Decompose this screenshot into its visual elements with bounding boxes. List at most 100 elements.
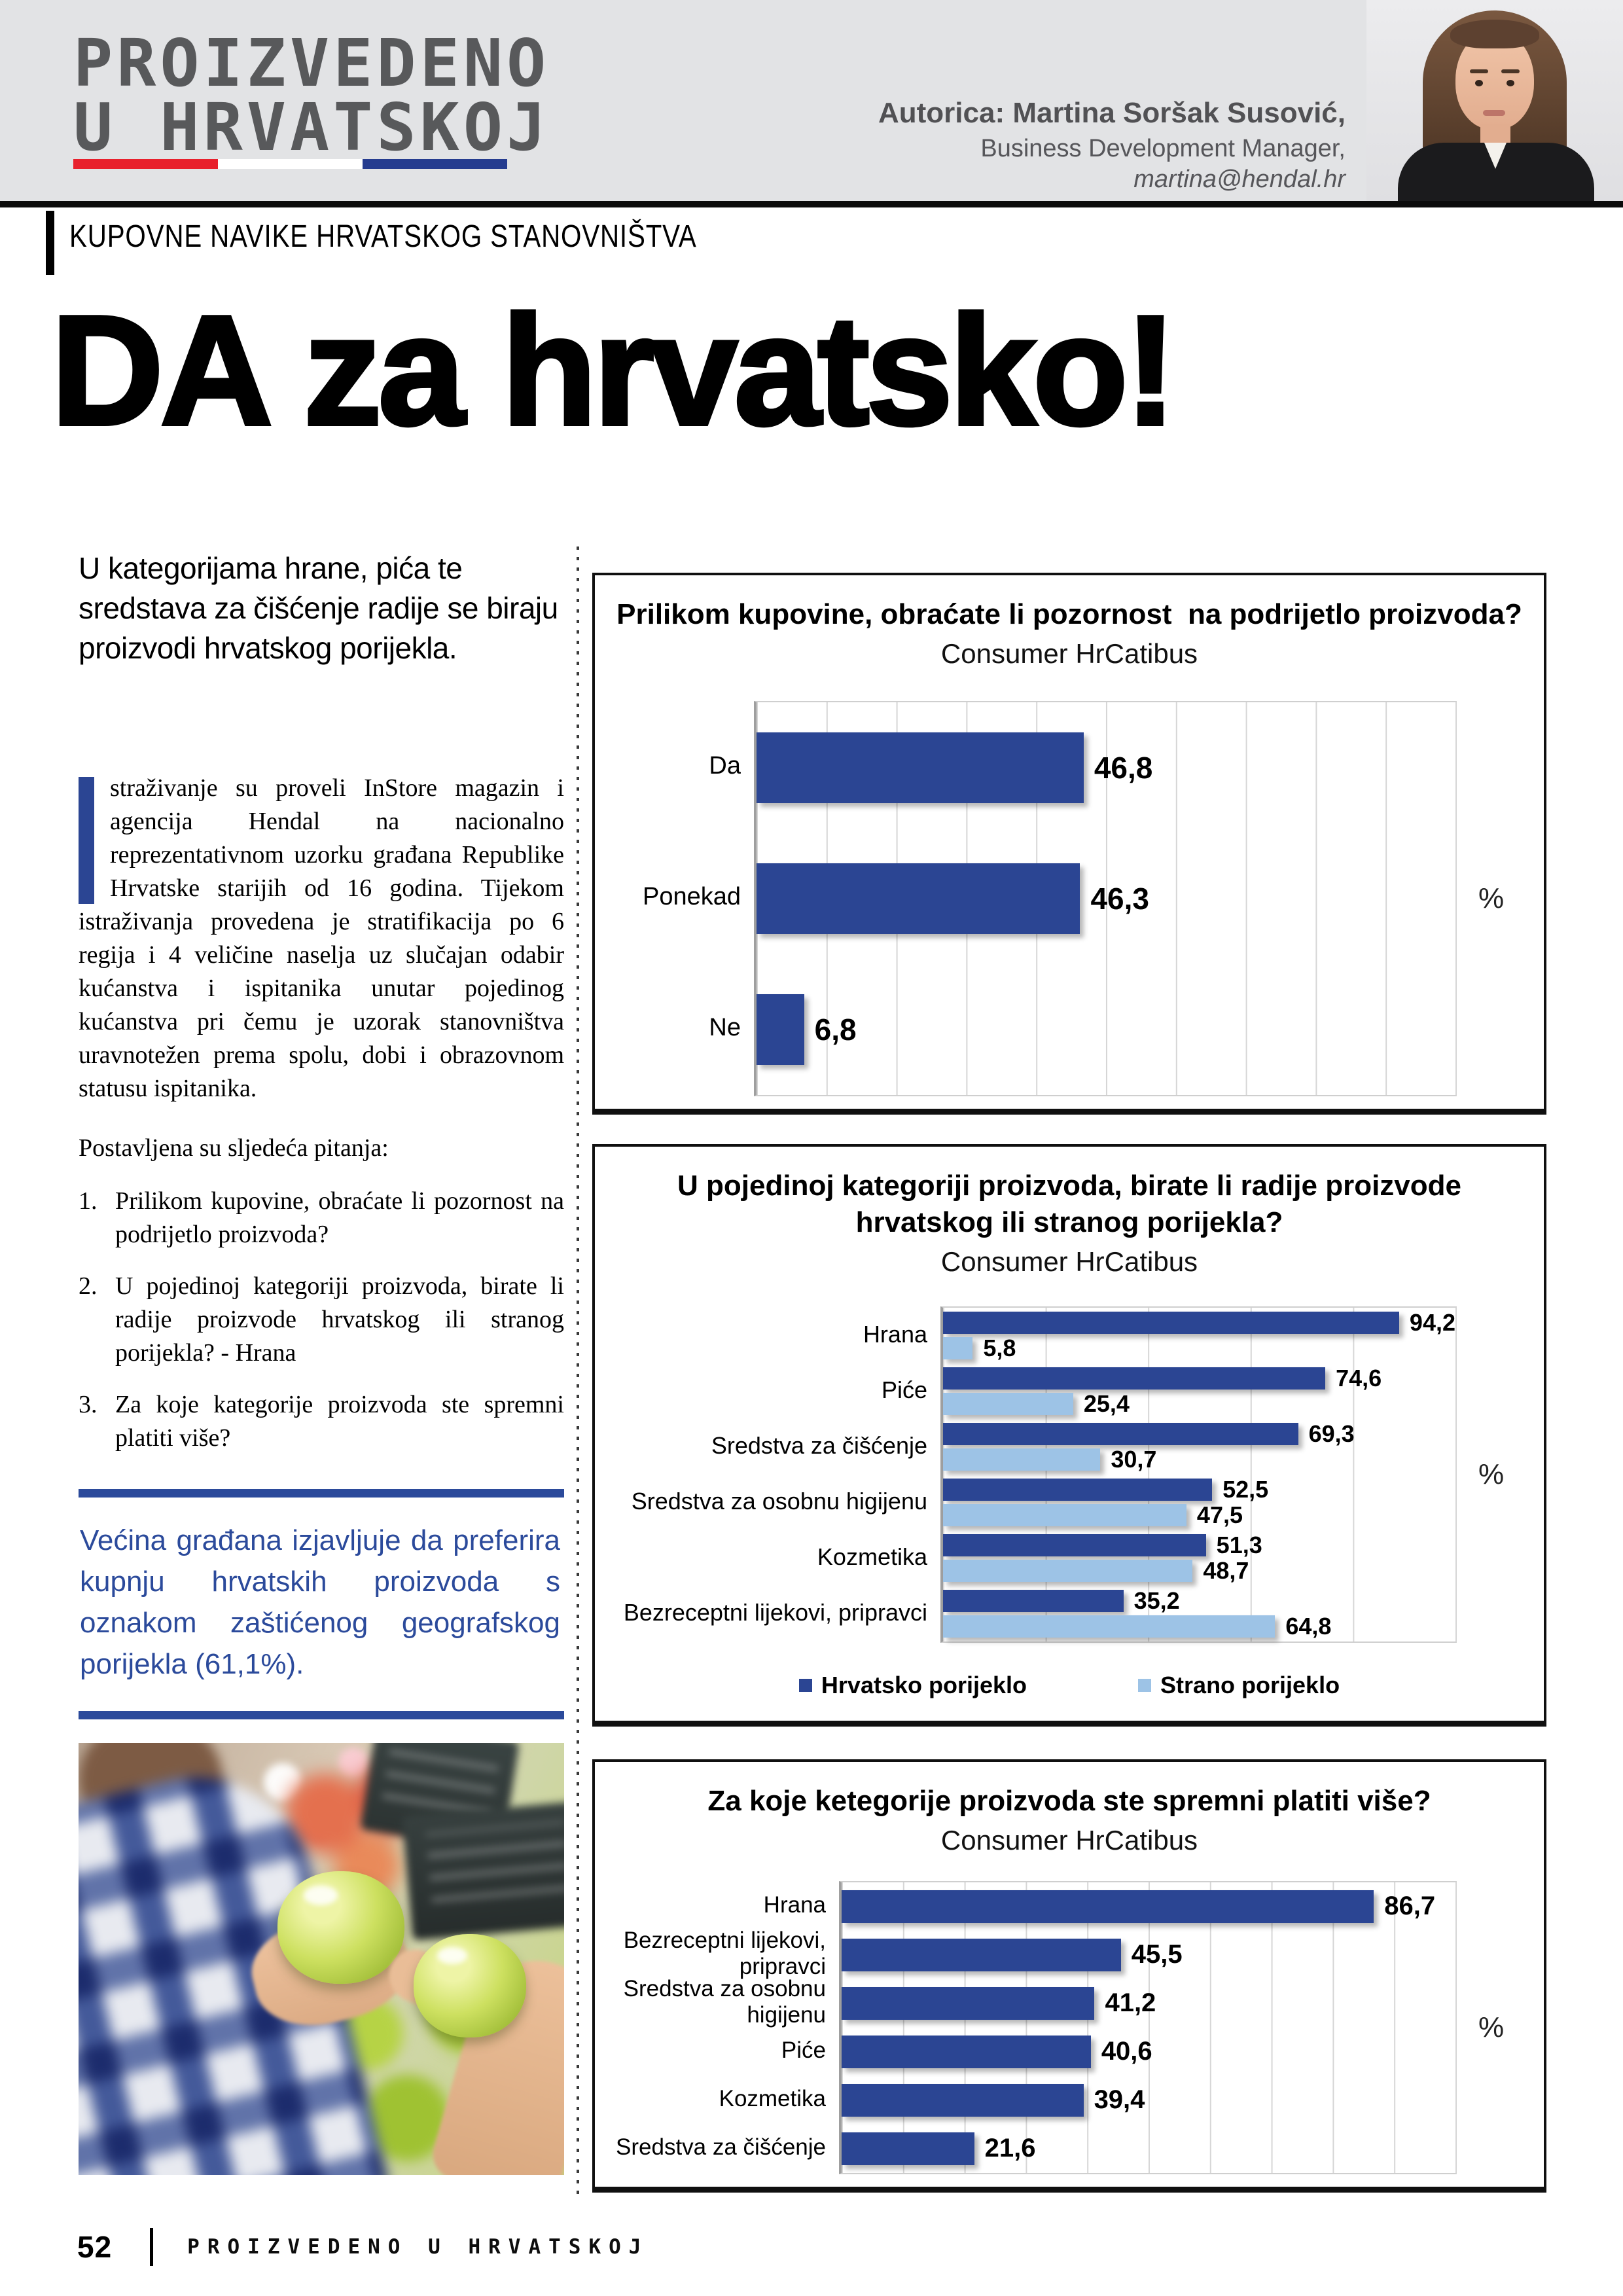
- chart-row: 46,8: [757, 702, 1455, 833]
- bar-value-label: 86,7: [1384, 1892, 1436, 1921]
- bar: [842, 2132, 974, 2165]
- logo-line-1: PROIZVEDENO: [73, 25, 550, 101]
- chart-plot: Hrana Piće Sredstva za čišćenje Sredstva za…: [613, 1306, 1525, 1643]
- author-photo-eye: [1507, 80, 1514, 86]
- bar-value-label: 48,7: [1203, 1556, 1249, 1584]
- chart-row: 74,6 25,4: [943, 1363, 1455, 1419]
- bar-value-label: 46,3: [1090, 881, 1149, 916]
- magazine-logo: PROIZVEDENO U HRVATSKOJ: [73, 31, 550, 160]
- legend-swatch-strano: [1138, 1678, 1152, 1692]
- question-item: 3. Za koje kategorije proizvoda ste spre…: [79, 1388, 564, 1455]
- photo-apple-shine: [437, 1947, 467, 1964]
- chart-category-preference: U pojedinoj kategoriji proizvoda, birate…: [592, 1144, 1546, 1727]
- bar: [943, 1448, 1101, 1471]
- bar-value-label: 51,3: [1216, 1531, 1262, 1558]
- chart-row: 41,2: [842, 1979, 1455, 2028]
- bar: [943, 1559, 1193, 1582]
- bar-value-label: 5,8: [983, 1334, 1016, 1361]
- photo-green-apple: [414, 1934, 526, 2037]
- bar-value-label: 21,6: [984, 2134, 1036, 2163]
- chart-origin-attention: Prilikom kupovine, obraćate li pozornost…: [592, 573, 1546, 1115]
- bar-value-label: 45,5: [1131, 1940, 1183, 1969]
- page-footer: 52 PROIZVEDENO U HRVATSKOJ: [77, 2228, 649, 2266]
- chart-category-label: Bezreceptni lijekovi, pripravci: [623, 1927, 826, 1979]
- chart-row: 21,6: [842, 2125, 1455, 2173]
- author-email: martina@hendal.hr: [1133, 166, 1346, 193]
- author-photo-mouth: [1483, 110, 1505, 116]
- chart-row: 39,4: [842, 2076, 1455, 2125]
- question-number: 1.: [79, 1187, 98, 1215]
- legend-swatch-hrvatsko: [798, 1678, 812, 1692]
- bar: [943, 1589, 1124, 1612]
- chart-category-label: Ne: [709, 1014, 741, 1042]
- left-column: U kategorijama hrane, pića te sredstava …: [79, 548, 564, 2175]
- chart-category-label: Kozmetika: [719, 2085, 826, 2111]
- author-photo-eye: [1475, 80, 1483, 86]
- photo-apple-shine: [304, 1886, 338, 1905]
- bar-value-label: 39,4: [1094, 2085, 1145, 2115]
- bar: [943, 1534, 1206, 1556]
- chart-category-label: Bezreceptni lijekovi, pripravci: [623, 1598, 927, 1626]
- chart-row: 35,2 64,8: [943, 1586, 1455, 1641]
- bar-value-label: 35,2: [1133, 1587, 1180, 1614]
- chart-subtitle: Consumer HrCatibus: [940, 637, 1198, 669]
- question-number: 3.: [79, 1391, 98, 1418]
- bar: [943, 1422, 1298, 1445]
- photo-chalkboard: [402, 1801, 564, 1941]
- chart-category-axis: Da Ponekad Ne: [613, 701, 754, 1096]
- chart-title: U pojedinoj kategoriji proizvoda, birate…: [677, 1170, 1470, 1238]
- bar: [842, 2035, 1091, 2068]
- headline: DA za hrvatsko!: [49, 284, 1179, 457]
- bar: [943, 1336, 973, 1359]
- page-number: 52: [77, 2230, 113, 2264]
- chart-row: 46,3: [757, 833, 1455, 964]
- chart-plot: Da Ponekad Ne 46,8 46,3 6,8 %: [613, 700, 1525, 1096]
- bar-value-label: 69,3: [1308, 1420, 1355, 1447]
- author-name: Autorica: Martina Soršak Susović,: [878, 97, 1346, 129]
- article-body: straživanje su proveli InStore magazin i…: [79, 772, 564, 1105]
- article-body-text: straživanje su proveli InStore magazin i…: [79, 774, 564, 1102]
- bar: [842, 1986, 1095, 2020]
- question-text: U pojedinoj kategoriji proizvoda, birate…: [115, 1272, 564, 1367]
- bar-value-label: 46,8: [1094, 750, 1153, 785]
- bar: [757, 994, 804, 1065]
- chart-category-label: Piće: [881, 1376, 927, 1403]
- chart-title: Za koje ketegorije proizvoda ste spremni…: [707, 1785, 1431, 1817]
- chart-unit-label: %: [1478, 1458, 1505, 1490]
- chart-category-label: Da: [709, 752, 741, 780]
- chart-category-label: Sredstva za čišćenje: [616, 2134, 826, 2160]
- question-number: 2.: [79, 1272, 98, 1300]
- bar-value-label: 47,5: [1196, 1501, 1243, 1528]
- author-photo-fringe: [1450, 20, 1539, 48]
- chart-pay-more: Za koje ketegorije proizvoda ste spremni…: [592, 1759, 1546, 2193]
- pull-quote: Većina građana izjavljuje da preferira k…: [79, 1489, 564, 1719]
- chart-subtitle: Consumer HrCatibus: [940, 1246, 1198, 1277]
- kicker: KUPOVNE NAVIKE HRVATSKOG STANOVNIŠTVA: [69, 219, 697, 254]
- chart-row: 52,5 47,5: [943, 1475, 1455, 1530]
- bar-value-label: 40,6: [1101, 2037, 1152, 2066]
- questions-intro: Postavljena su sljedeća pitanja:: [79, 1134, 389, 1162]
- bar: [943, 1367, 1326, 1390]
- drop-cap-bar: [79, 777, 94, 904]
- bar-value-label: 41,2: [1105, 1988, 1156, 2018]
- bar: [943, 1615, 1275, 1638]
- question-item: 2. U pojedinoj kategoriji proizvoda, bir…: [79, 1270, 564, 1370]
- question-text: Prilikom kupovine, obraćate li pozornost…: [115, 1187, 564, 1248]
- chart-category-label: Ponekad: [642, 883, 741, 911]
- chart-row: 94,2 5,8: [943, 1308, 1455, 1363]
- photo-chalk-writing: [425, 1821, 564, 1920]
- chart-category-axis: Hrana Bezreceptni lijekovi, pripravci Sreds…: [613, 1881, 839, 2174]
- chart-row: 51,3 48,7: [943, 1530, 1455, 1586]
- chart-unit-label: %: [1478, 2011, 1505, 2043]
- photo-green-apple: [277, 1871, 404, 1984]
- chart-plot-area: 46,8 46,3 6,8: [754, 700, 1457, 1096]
- author-photo-brow: [1470, 69, 1488, 73]
- legend-item: Strano porijeklo: [1138, 1672, 1340, 1699]
- article-photo: [79, 1743, 564, 2175]
- question-item: 1. Prilikom kupovine, obraćate li pozorn…: [79, 1185, 564, 1251]
- bar-value-label: 6,8: [814, 1012, 857, 1047]
- bar: [757, 732, 1084, 803]
- bar: [943, 1392, 1073, 1415]
- article-intro: U kategorijama hrane, pića te sredstava …: [79, 551, 558, 665]
